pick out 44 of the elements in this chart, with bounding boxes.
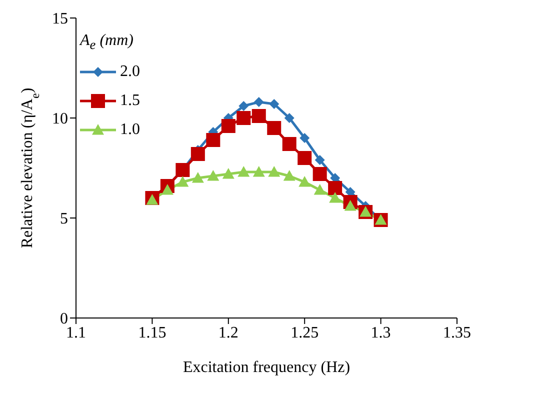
legend-title: A$_{e}$ (mm) [80, 32, 134, 52]
x-tick-label: 1.2 [218, 324, 238, 342]
point [268, 166, 280, 177]
x-axis-title: Excitation frequency (Hz) [182, 359, 350, 376]
y-tick-label: 5 [60, 210, 68, 228]
point [190, 147, 205, 161]
point [282, 137, 296, 151]
x-tick-label: 1.15 [138, 324, 166, 342]
point [238, 101, 249, 111]
y-tick-label: 15 [52, 10, 68, 28]
point [298, 176, 311, 187]
y-tick-label: 0 [60, 310, 68, 328]
point [298, 151, 312, 165]
y-tick-label: 10 [52, 110, 68, 128]
point [222, 168, 234, 179]
point [312, 167, 327, 181]
x-tick-label: 1.25 [290, 324, 319, 342]
x-tick-label: 1.3 [370, 324, 391, 342]
point [207, 170, 220, 181]
point [192, 172, 204, 183]
legend-label: 1.0 [120, 120, 140, 139]
point [254, 97, 264, 107]
point [284, 113, 294, 123]
point [329, 192, 342, 203]
point [300, 133, 310, 143]
point [314, 155, 325, 165]
point [221, 119, 236, 133]
point [314, 184, 326, 195]
legend-label: 2.0 [120, 62, 140, 81]
point [269, 99, 280, 109]
point [344, 200, 356, 211]
legend-label: 1.5 [120, 92, 140, 110]
point [206, 133, 220, 147]
point [283, 170, 296, 181]
point [252, 166, 265, 177]
point [238, 166, 250, 177]
point [252, 109, 266, 123]
point [328, 181, 342, 195]
x-tick-label: 1.1 [66, 324, 86, 342]
x-tick-label: 1.35 [443, 324, 471, 342]
point [267, 121, 282, 135]
point [236, 111, 251, 125]
point [176, 176, 189, 187]
point [161, 184, 174, 195]
